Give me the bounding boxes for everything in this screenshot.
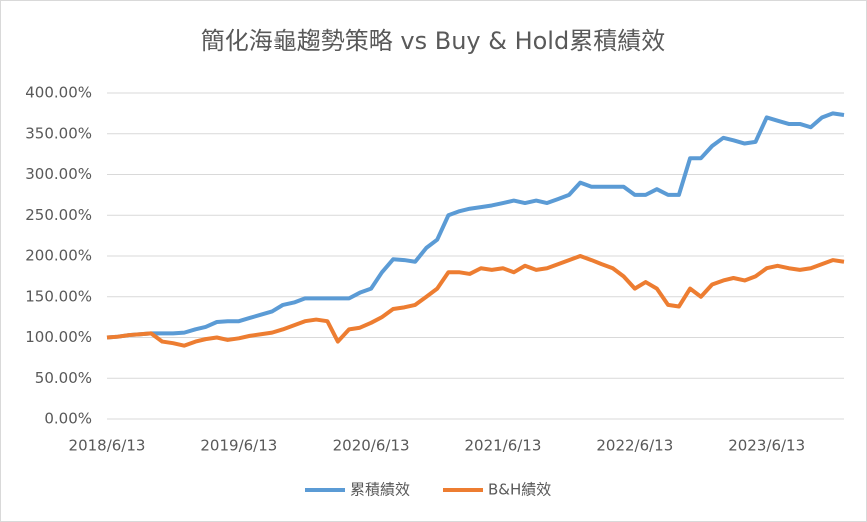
y-tick-label: 50.00% — [35, 369, 92, 387]
y-tick-label: 400.00% — [25, 84, 92, 102]
y-tick-label: 350.00% — [25, 124, 92, 142]
legend-label: 累積績效 — [350, 481, 410, 499]
y-tick-label: 300.00% — [25, 165, 92, 183]
x-tick-label: 2023/6/13 — [728, 437, 805, 455]
legend-label: B&H績效 — [488, 481, 551, 499]
x-tick-label: 2020/6/13 — [333, 437, 410, 455]
y-tick-label: 100.00% — [25, 328, 92, 346]
x-tick-label: 2022/6/13 — [596, 437, 673, 455]
x-tick-label: 2018/6/13 — [69, 437, 146, 455]
y-tick-label: 0.00% — [44, 410, 92, 428]
x-tick-label: 2021/6/13 — [464, 437, 541, 455]
series-line — [106, 254, 845, 348]
y-tick-label: 150.00% — [25, 287, 92, 305]
y-tick-label: 250.00% — [25, 206, 92, 224]
series-line — [106, 111, 845, 340]
chart-title: 簡化海龜趨勢策略 vs Buy & Hold累積績效 — [201, 27, 665, 55]
y-tick-label: 200.00% — [25, 247, 92, 265]
x-tick-label: 2019/6/13 — [200, 437, 277, 455]
